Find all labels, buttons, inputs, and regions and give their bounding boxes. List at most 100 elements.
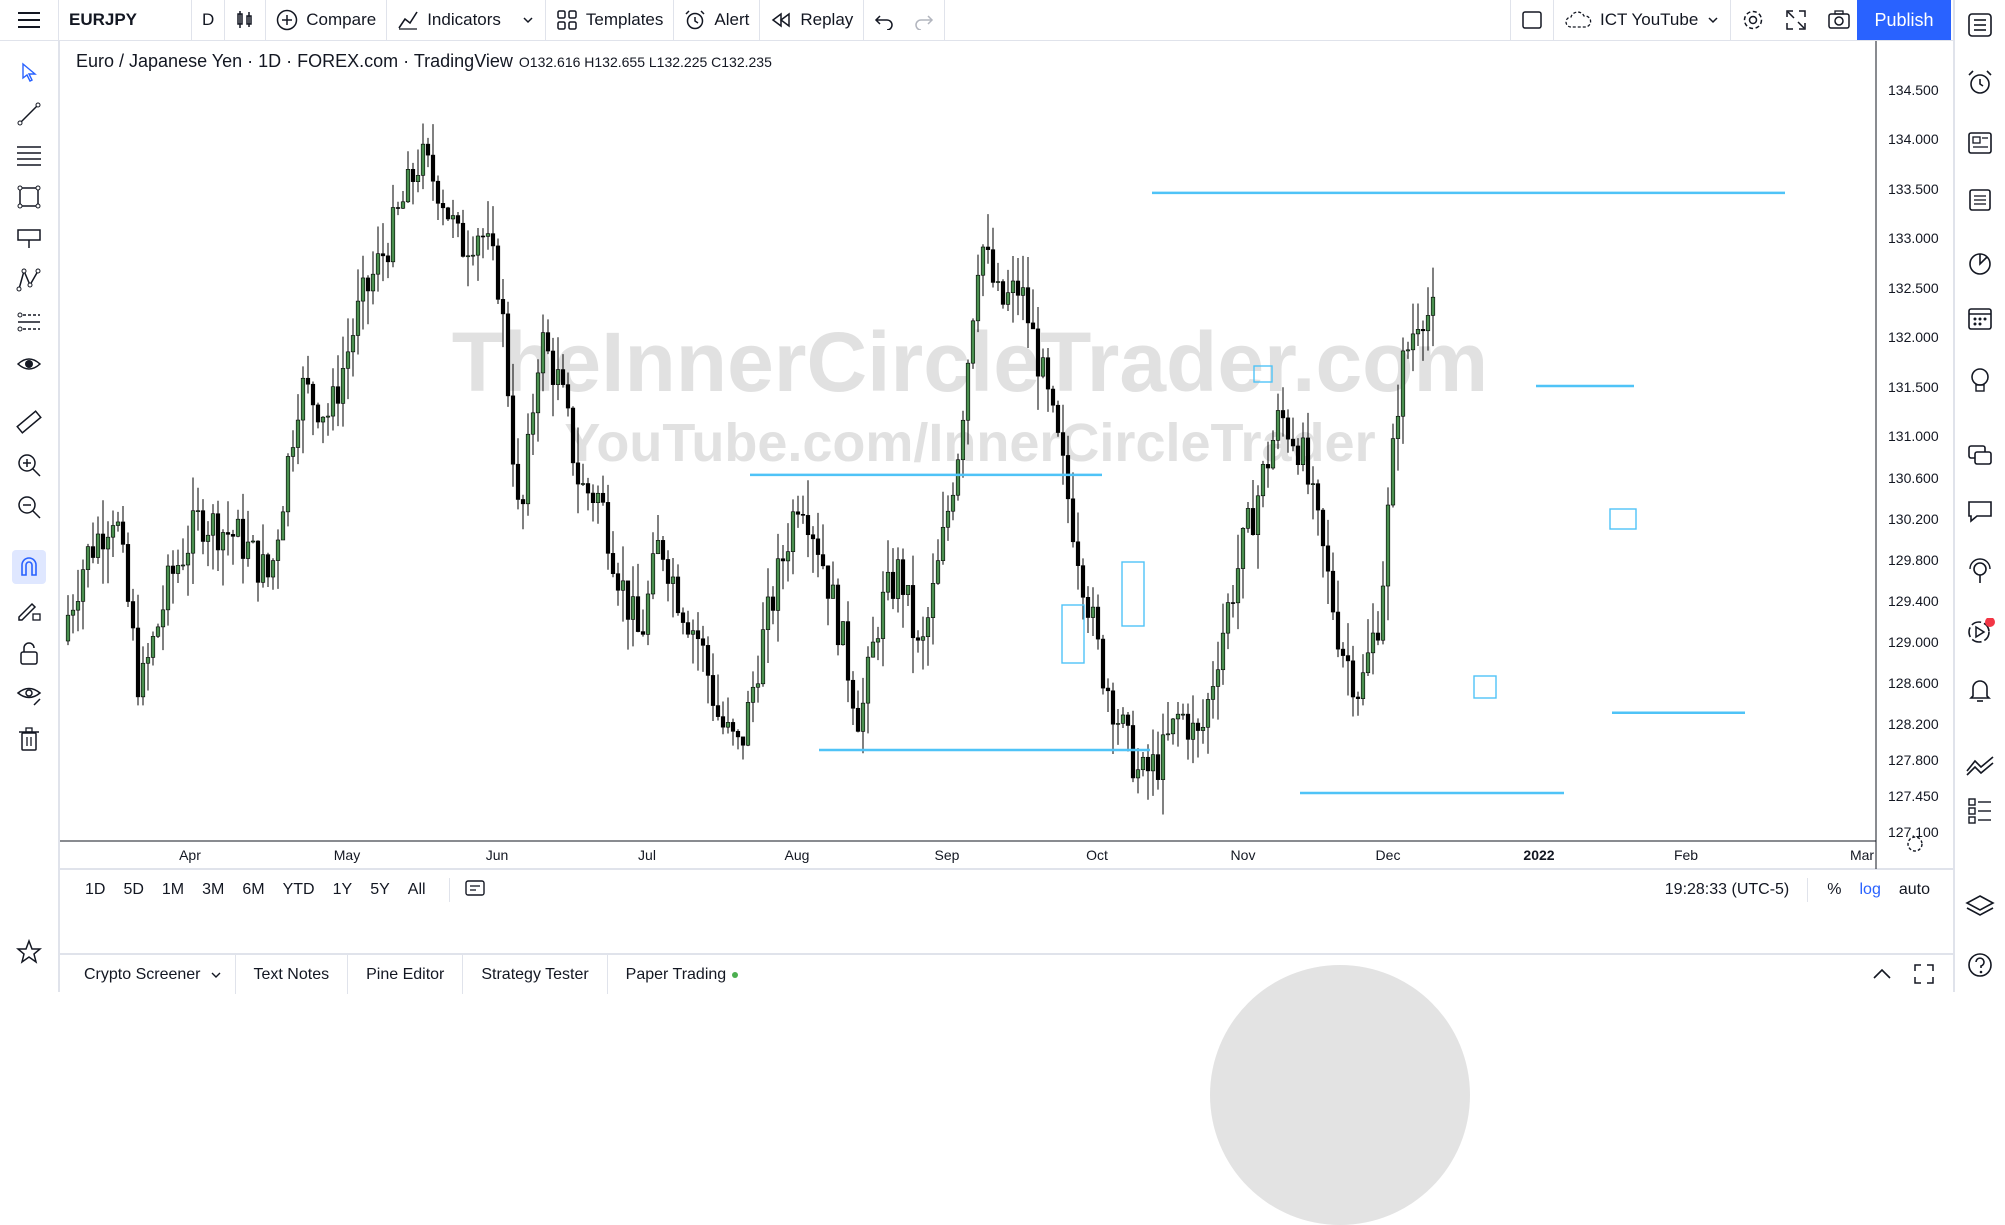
candle-body [245, 541, 251, 559]
chart-area[interactable]: 134.500 134.000 133.500 133.000 132.500 132.0… [60, 41, 1953, 869]
candle-body [875, 638, 881, 643]
news-icon[interactable] [1965, 128, 1995, 158]
collapse-panel-icon[interactable] [1871, 963, 1893, 990]
range-ytd[interactable]: YTD [282, 881, 315, 898]
ideas-icon[interactable] [1965, 365, 1995, 395]
text-note-icon[interactable] [16, 226, 42, 252]
snapshot-button[interactable] [1817, 0, 1861, 40]
zoom-out-icon[interactable] [16, 494, 42, 520]
candle-body [305, 377, 311, 385]
percent-scale-toggle[interactable]: % [1827, 881, 1842, 898]
price-tick-label: 131.000 [1888, 428, 1939, 444]
visibility-icon[interactable] [16, 681, 42, 707]
candle-body [95, 533, 101, 558]
chevron-down-icon[interactable] [209, 968, 223, 982]
star-icon[interactable] [16, 939, 42, 965]
lock-icon[interactable] [16, 641, 42, 667]
log-scale-toggle[interactable]: log [1859, 881, 1881, 898]
data-window-icon[interactable] [1965, 185, 1995, 215]
candle-body [1070, 498, 1076, 543]
range-bar: 1D 5D 1M 3M 6M YTD 1Y 5Y All 19:28:33 (UTC-5) % … [60, 869, 1953, 910]
fib-icon[interactable] [16, 142, 42, 168]
help-icon[interactable] [1965, 950, 1995, 980]
settings-button[interactable] [1731, 0, 1775, 40]
candle-body [180, 564, 186, 567]
candle-body [200, 510, 206, 542]
time-tick-label: Jul [638, 847, 656, 863]
chat-icon[interactable] [1965, 440, 1995, 470]
prediction-icon[interactable] [16, 309, 42, 335]
cursor-icon[interactable] [16, 59, 42, 85]
compare-button[interactable]: Compare [266, 0, 386, 40]
range-1d[interactable]: 1D [85, 881, 106, 898]
range-all[interactable]: All [407, 881, 426, 898]
candle-body [570, 407, 576, 464]
tab-paper-trading[interactable]: Paper Trading [608, 955, 757, 994]
templates-button[interactable]: Templates [546, 0, 673, 40]
replay-trade-icon[interactable] [1965, 617, 1995, 647]
range-1m[interactable]: 1M [161, 881, 185, 898]
candle-body [340, 368, 346, 404]
price-tick-label: 128.200 [1888, 716, 1939, 732]
menu-icon[interactable] [0, 0, 58, 40]
tab-text-notes[interactable]: Text Notes [236, 955, 349, 994]
range-5d[interactable]: 5D [123, 881, 144, 898]
tab-crypto-screener[interactable]: Crypto Screener [60, 955, 236, 994]
replay-button[interactable]: Replay [760, 0, 863, 40]
undo-button[interactable] [864, 0, 904, 40]
eye-icon[interactable] [16, 351, 42, 377]
candle-body [1120, 714, 1126, 724]
chart-type-icon[interactable] [225, 0, 265, 40]
object-tree-icon[interactable] [1965, 795, 1995, 825]
candle-body [1425, 315, 1431, 332]
time-tick-label: May [334, 847, 360, 863]
candle-body [1400, 350, 1406, 417]
range-6m[interactable]: 6M [242, 881, 265, 898]
notifications-icon[interactable] [1965, 675, 1995, 705]
symbol-search[interactable]: EURJPY [69, 10, 138, 29]
trash-icon[interactable] [16, 726, 42, 752]
price-chart[interactable]: 134.500 134.000 133.500 133.000 132.500 132.0… [60, 41, 1953, 869]
candle-body [1260, 464, 1266, 497]
candle-body [985, 246, 991, 250]
fullscreen-button[interactable] [1775, 0, 1817, 40]
alarm-icon[interactable] [1965, 68, 1995, 98]
range-5y[interactable]: 5Y [370, 881, 390, 898]
layout-menu[interactable]: ICT YouTube [1554, 0, 1730, 40]
calendar-icon[interactable] [1965, 303, 1995, 333]
candle-body [265, 554, 271, 578]
clock-time[interactable]: 19:28:33 (UTC-5) [1664, 881, 1790, 898]
streams-icon[interactable] [1965, 556, 1995, 586]
messages-icon[interactable] [1965, 496, 1995, 526]
maximize-panel-icon[interactable] [1913, 963, 1935, 990]
indicators-button[interactable]: Indicators [387, 0, 545, 40]
tab-pine-editor[interactable]: Pine Editor [348, 955, 464, 994]
pattern-icon[interactable] [16, 267, 42, 293]
redo-icon [915, 15, 934, 30]
watchlist-icon[interactable] [1965, 10, 1995, 40]
candle-body [1340, 648, 1346, 656]
trend-line-icon[interactable] [16, 101, 42, 127]
date-range-icon[interactable] [450, 878, 500, 903]
candle-body [1140, 756, 1146, 771]
symbol-title[interactable]: Euro / Japanese Yen · 1D · FOREX.com · T… [76, 51, 513, 71]
auto-scale-toggle[interactable]: auto [1898, 881, 1930, 898]
pencil-lock-icon[interactable] [16, 597, 42, 623]
alert-button[interactable]: Alert [674, 0, 759, 40]
publish-button[interactable]: Publish [1857, 0, 1951, 40]
range-1y[interactable]: 1Y [332, 881, 353, 898]
trading-panel-icon[interactable] [1965, 750, 1995, 780]
fullscreen-layout-button[interactable] [1511, 0, 1553, 40]
chevron-down-icon[interactable] [521, 13, 535, 27]
hotlist-icon[interactable] [1965, 248, 1995, 278]
ruler-icon[interactable] [16, 409, 42, 435]
redo-button[interactable] [904, 0, 944, 40]
zoom-in-icon[interactable] [16, 452, 42, 478]
layers-icon[interactable] [1965, 892, 1995, 922]
candle-body [70, 609, 76, 616]
rectangle-icon[interactable] [16, 184, 42, 210]
range-3m[interactable]: 3M [202, 881, 225, 898]
interval-button[interactable]: D [202, 10, 215, 29]
magnet-icon[interactable] [12, 550, 46, 584]
tab-strategy-tester[interactable]: Strategy Tester [463, 955, 608, 994]
